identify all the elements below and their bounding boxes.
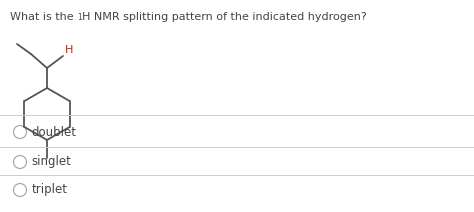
Text: What is the: What is the — [10, 12, 77, 22]
Text: H NMR splitting pattern of the indicated hydrogen?: H NMR splitting pattern of the indicated… — [82, 12, 366, 22]
Text: H: H — [65, 45, 73, 55]
Text: doublet: doublet — [31, 126, 76, 138]
Text: singlet: singlet — [31, 155, 72, 169]
Text: triplet: triplet — [31, 184, 67, 197]
Text: 1: 1 — [77, 13, 82, 22]
